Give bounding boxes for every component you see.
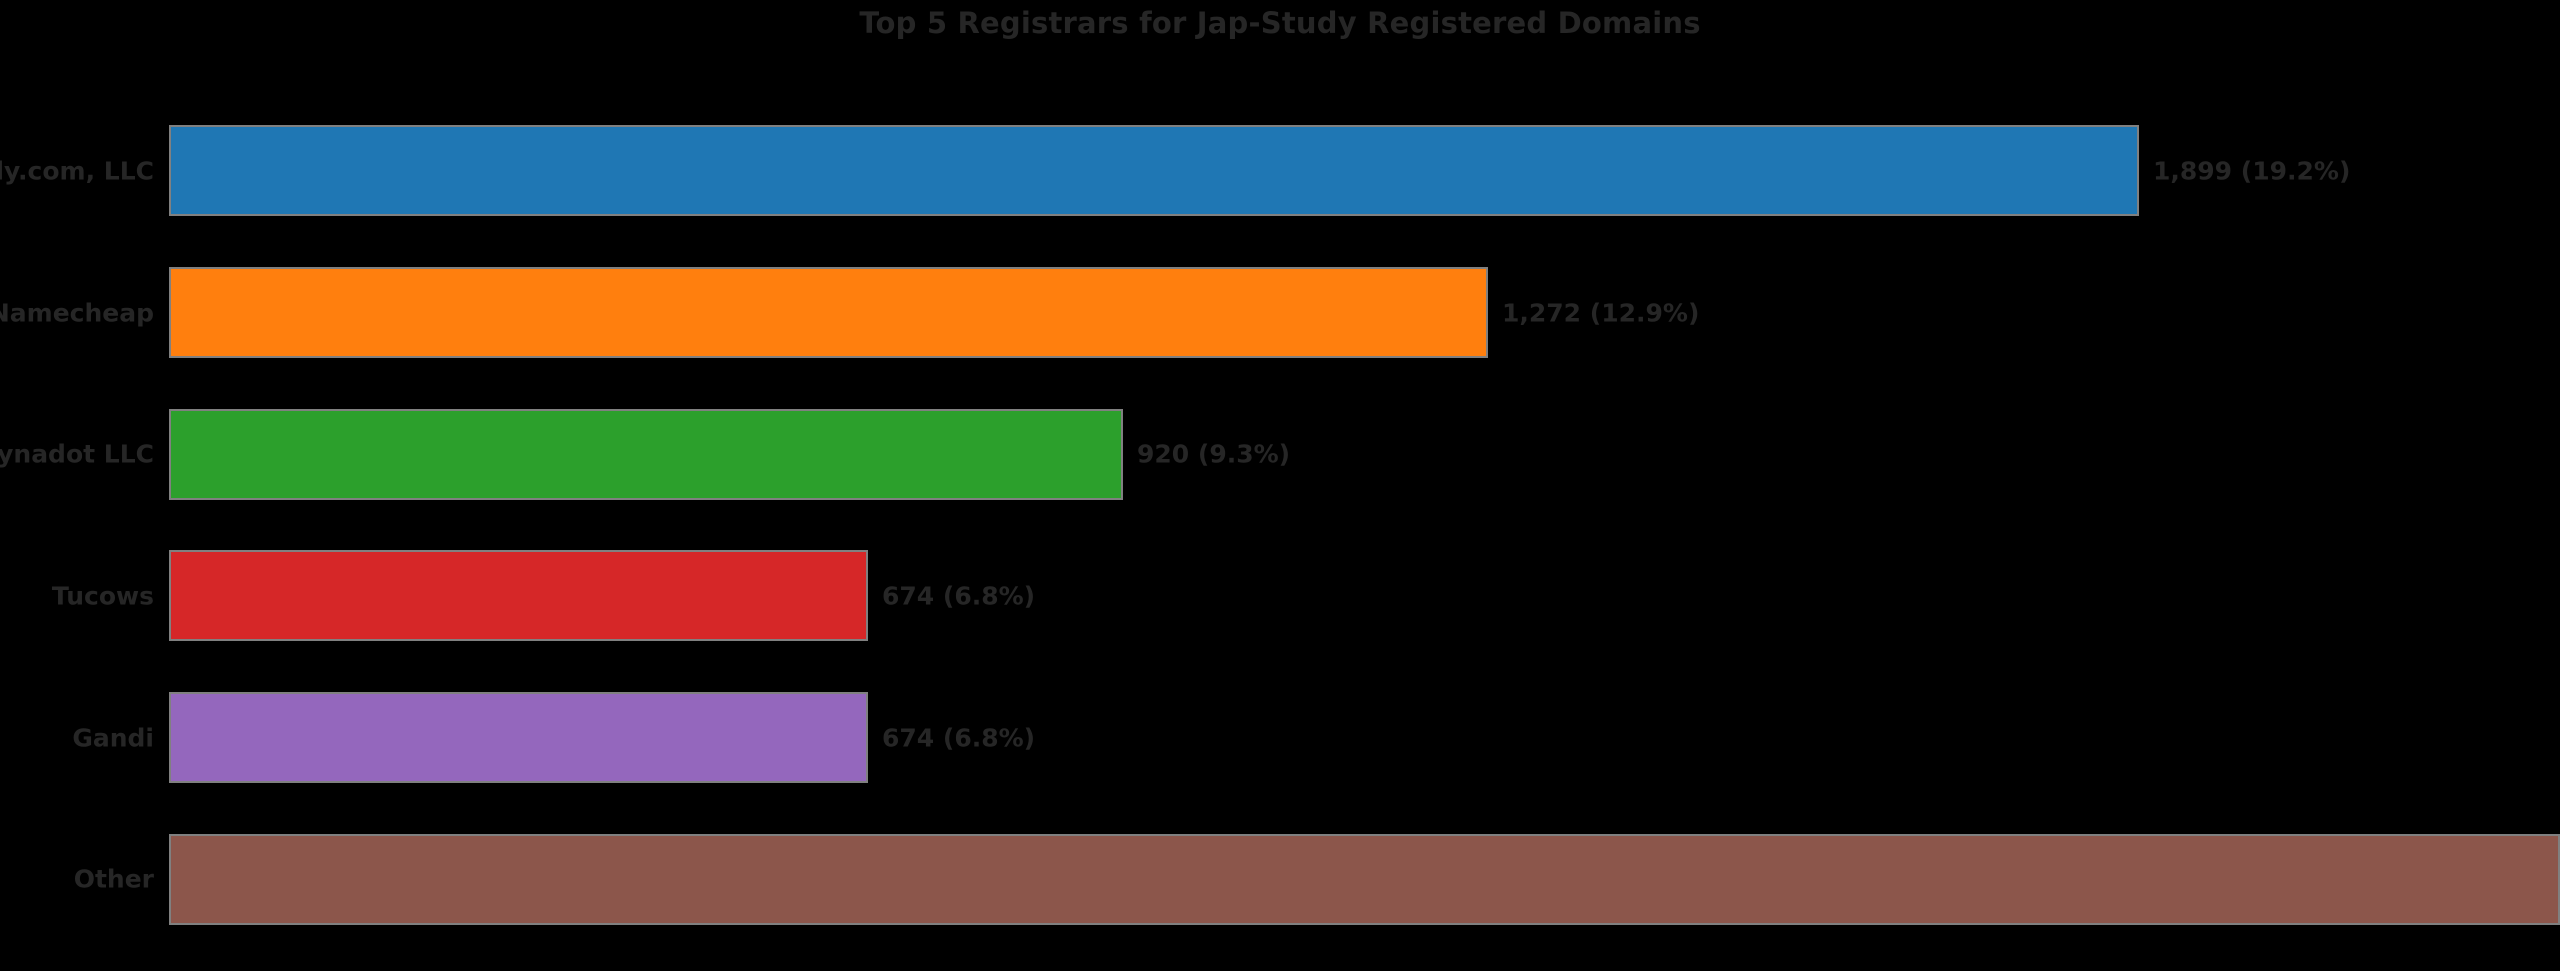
bar-row: 1,272 (12.9%) Namecheap (0, 267, 2560, 358)
bar-value-label: 674 (6.8%) (882, 581, 1036, 611)
bar-value-label: 674 (6.8%) (882, 723, 1036, 752)
bar-row: 674 (6.8%) Tucows (52, 550, 2560, 642)
bar-3[interactable] (169, 550, 868, 642)
bar-row: 1,899 (19.2%) GoDaddy.com, LLC (0, 125, 2560, 217)
bar-value-label: 1,899 (19.2%) (2153, 156, 2351, 186)
bar-4[interactable] (169, 692, 868, 783)
bar-row: 2,305 (23.3%)Other (74, 833, 2560, 925)
category-tick-label: Namecheap (0, 298, 154, 327)
bar-1[interactable] (169, 267, 1488, 358)
plot-area: 1,899 (19.2%) GoDaddy.com, LLC 1,272 (12.9… (0, 100, 2560, 950)
bar-5[interactable] (169, 833, 2560, 925)
category-tick-label: GoDaddy.com, LLC (0, 156, 154, 186)
bar-2[interactable] (169, 408, 1123, 500)
category-tick-label: Dynadot LLC (0, 439, 154, 469)
bar-row: 674 (6.8%) Gandi (72, 692, 2560, 783)
chart-title: Top 5 Registrars for Jap-Study Registere… (859, 6, 1701, 40)
bar-row: 920 (9.3%) Dynadot LLC (0, 408, 2560, 500)
bar-0[interactable] (169, 125, 2139, 217)
category-tick-label: Tucows (51, 581, 154, 611)
bar-value-label: 920 (9.3%) (1137, 439, 1291, 469)
category-tick-label: Other (73, 864, 154, 894)
category-tick-label: Gandi (72, 723, 154, 752)
bar-value-label: 1,272 (12.9%) (1502, 298, 1700, 327)
